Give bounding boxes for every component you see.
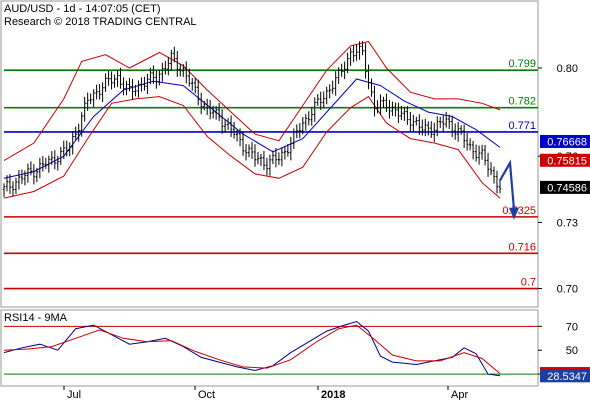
rsi-lines (3, 320, 501, 377)
time-axis: Jul Oct 2018 Apr (63, 386, 468, 400)
chart-subtitle: Research © 2018 TRADING CENTRAL (4, 16, 197, 28)
price-axis-label: 0.70 (557, 284, 578, 296)
level-label: 0.771 (508, 120, 536, 132)
time-axis-label: Apr (451, 389, 468, 400)
level-label: 0.799 (508, 58, 536, 70)
price-plot-frame (0, 0, 539, 308)
rsi-axis: 70503030.420228.5347 (538, 321, 590, 383)
bollinger-lower-line (3, 95, 501, 199)
rsi-value-box-bg (540, 369, 590, 383)
rsi-ma-line (3, 324, 501, 374)
chart-title: AUD/USD - 1d - 14:07:05 (CET) (4, 3, 161, 15)
price-axis-label: 0.80 (557, 63, 578, 75)
rsi-axis-label: 50 (566, 345, 578, 357)
price-candles (2, 40, 502, 198)
forecast-arrow-line (499, 159, 516, 210)
price-forecast (499, 159, 519, 220)
time-axis-label: Oct (198, 389, 215, 400)
price-box-value: 0.75815 (547, 155, 587, 167)
rsi-pane: 70503030.420228.5347 RSI14 - 9MA (0, 309, 590, 387)
price-box-value-bg (540, 180, 590, 194)
price-box-value-bg (540, 134, 590, 148)
bollinger-upper-line (3, 40, 501, 162)
time-axis-label: Jul (67, 389, 81, 400)
rsi-value-box: 28.5347 (547, 371, 587, 383)
price-box-value-bg (540, 153, 590, 167)
time-axis-label: 2018 (321, 389, 345, 400)
price-levels: 0.799 0.782 0.771 0.7325 0.716 0.7 (4, 58, 538, 290)
rsi-plot-frame (0, 309, 539, 387)
rsi-title: RSI14 - 9MA (4, 312, 68, 324)
forecast-arrow-head (509, 207, 519, 220)
price-box-value: 0.76668 (547, 136, 587, 148)
level-label: 0.782 (508, 96, 536, 108)
rsi-axis-label: 70 (566, 321, 578, 333)
level-label: 0.7 (521, 277, 536, 289)
rsi-reference-lines (4, 325, 538, 375)
price-axis-label: 0.73 (557, 217, 578, 229)
price-box-value: 0.74586 (547, 182, 587, 194)
level-label: 0.7325 (502, 205, 536, 217)
level-label: 0.716 (508, 241, 536, 253)
rsi-line (3, 320, 501, 377)
